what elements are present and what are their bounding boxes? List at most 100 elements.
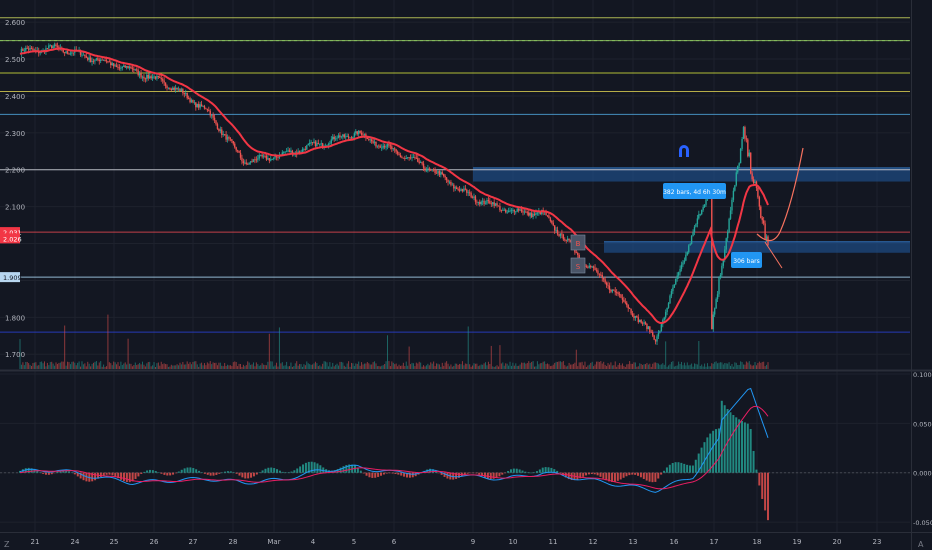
volume-bar-386 (575, 349, 577, 369)
volume-bar-398 (593, 366, 595, 369)
volume-bar-288 (434, 366, 436, 369)
candle-227 (346, 136, 348, 137)
candle-469 (695, 224, 697, 227)
candle-466 (690, 236, 693, 244)
volume-bar-413 (614, 361, 616, 369)
marker-a[interactable]: B (570, 234, 586, 251)
volume-bar-103 (167, 366, 169, 369)
volume-bar-351 (525, 363, 527, 369)
candle-26 (56, 45, 59, 47)
candle-462 (685, 254, 687, 261)
volume-bar-499 (738, 364, 740, 369)
hist-bar-161 (483, 472, 486, 478)
volume-bar-275 (415, 362, 417, 369)
volume-bar-4 (25, 361, 27, 369)
time-label-13: 12 (589, 538, 598, 546)
candle-347 (519, 209, 521, 211)
candle-267 (404, 157, 406, 159)
bars-range-label-1-text: 382 bars, 4d 6h 30m (663, 189, 726, 196)
volume-bar-333 (499, 345, 501, 369)
candle-82 (137, 70, 139, 76)
volume-bar-175 (271, 361, 273, 369)
volume-bar-141 (222, 366, 224, 369)
candle-36 (71, 52, 73, 54)
volume-bar-247 (375, 363, 377, 369)
candle-219 (334, 138, 337, 140)
candle-350 (523, 211, 526, 213)
price-marker-box-2 (0, 272, 20, 283)
candle-258 (391, 146, 393, 149)
candle-158 (247, 163, 249, 165)
hist-bar-239 (709, 433, 712, 473)
candle-72 (123, 65, 125, 67)
hist-bar-121 (368, 472, 371, 478)
hist-bar-175 (524, 471, 527, 473)
bars-range-label-2[interactable]: 306 bars (731, 252, 762, 268)
volume-bar-279 (421, 366, 423, 369)
hist-bar-166 (498, 472, 501, 477)
volume-bar-291 (438, 364, 440, 369)
volume-bar-101 (165, 364, 167, 369)
volume-bar-283 (427, 363, 429, 369)
volume-bar-182 (281, 362, 283, 369)
volume-bar-88 (146, 363, 148, 369)
hist-bar-2 (24, 468, 27, 473)
hist-bar-31 (108, 472, 111, 475)
volume-bar-476 (705, 366, 707, 369)
volume-bar-37 (72, 361, 74, 369)
volume-bar-162 (252, 362, 254, 369)
candle-42 (79, 50, 82, 55)
volume-bar-200 (307, 363, 309, 369)
volume-bar-253 (384, 363, 386, 369)
hist-bar-84 (261, 470, 264, 473)
volume-bar-257 (389, 366, 391, 369)
candle-102 (166, 85, 168, 89)
candle-175 (271, 158, 273, 160)
volume-bar-89 (147, 361, 149, 369)
candle-385 (574, 249, 576, 253)
time-axis[interactable]: 21 24 25 26 27 28 Mar 4 5 6 9 10 11 12 13 16 17 18 19 20 23 (31, 538, 882, 546)
volume-bar-76 (129, 363, 131, 369)
hist-bar-221 (657, 472, 660, 479)
magnet-icon[interactable] (679, 145, 689, 157)
volume-bar-110 (178, 365, 180, 369)
volume-bar-174 (270, 361, 272, 369)
volume-bar-196 (301, 366, 303, 369)
hist-bar-199 (593, 472, 596, 475)
volume-bar-317 (476, 363, 478, 369)
candle-386 (575, 252, 578, 254)
candle-435 (646, 323, 648, 329)
hist-bar-29 (102, 472, 105, 476)
bars-range-label-1[interactable]: 382 bars, 4d 6h 30m (663, 183, 726, 199)
volume-bar-290 (437, 363, 439, 369)
candle-152 (238, 150, 240, 153)
candle-1 (20, 48, 23, 54)
candle-315 (473, 196, 475, 198)
volume-bar-414 (616, 366, 618, 369)
candle-109 (176, 87, 178, 90)
auto-scale-icon[interactable]: A (918, 540, 924, 549)
hist-bar-85 (264, 468, 267, 473)
volume-bar-33 (67, 361, 69, 369)
volume-bar-496 (734, 362, 736, 369)
candle-176 (272, 157, 275, 159)
volume-bar-315 (473, 363, 475, 369)
candle-68 (117, 67, 119, 68)
signal-line (19, 405, 769, 490)
hist-bar-122 (371, 472, 374, 478)
hist-bar-257 (761, 472, 764, 499)
hist-bar-189 (564, 472, 567, 478)
volume-bar-35 (69, 364, 71, 369)
hist-bar-82 (255, 472, 258, 475)
hist-bar-105 (322, 467, 325, 473)
marker-b[interactable]: S (570, 257, 586, 274)
volume-bar-173 (268, 333, 270, 369)
price-axis[interactable]: 2.600 2.500 2.400 2.300 2.200 2.100 1.800 1.700 (5, 19, 25, 359)
volume-bar-122 (195, 361, 197, 369)
volume-bar-359 (536, 361, 538, 369)
oscillator-axis[interactable]: 0.100 0.050 0.000 -0.050 (913, 371, 932, 527)
candle-507 (750, 152, 752, 174)
volume-bar-423 (629, 361, 631, 369)
chart-settings-icon[interactable]: Z (4, 540, 10, 549)
